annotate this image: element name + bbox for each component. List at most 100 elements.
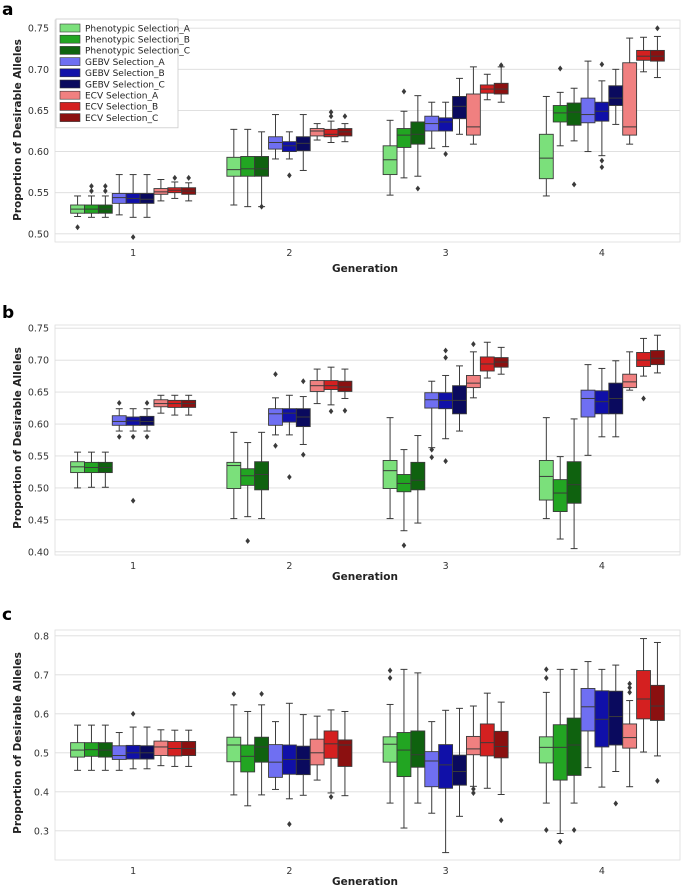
box-body <box>479 723 495 757</box>
box-body <box>622 723 638 749</box>
outlier-point <box>328 408 334 415</box>
y-tick-label: 0.65 <box>28 106 49 117</box>
box-gebv-selection_c-gen-3 <box>452 707 467 817</box>
outlier-point <box>557 838 563 845</box>
legend-label: GEBV Selection_A <box>85 58 166 68</box>
box-gebv-selection_a-gen-3 <box>424 101 440 149</box>
box-body <box>622 62 638 136</box>
box-body <box>566 102 582 126</box>
legend-label: Phenotypic Selection_A <box>85 24 191 34</box>
outlier-point <box>627 684 632 691</box>
y-tick-label: 0.8 <box>34 631 49 642</box>
outlier-point <box>328 113 334 120</box>
box-body <box>466 93 481 136</box>
x-tick-label: 3 <box>443 866 449 877</box>
y-axis-title-a: Proportion of Desirable Alleles <box>12 39 24 221</box>
box-ecv-selection_b-gen-1 <box>167 394 183 416</box>
box-body <box>452 96 467 120</box>
box-gebv-selection_a-gen-3 <box>424 721 440 814</box>
box-body <box>396 732 412 778</box>
box-gebv-selection_c-gen-4 <box>608 68 624 125</box>
box-ecv-selection_c-gen-2 <box>337 710 353 797</box>
box-body <box>226 461 242 490</box>
outlier-point <box>328 109 334 116</box>
box-body <box>111 415 127 426</box>
box-phenotypic-selection_b-gen-3 <box>396 88 412 179</box>
outlier-point <box>429 454 435 461</box>
outlier-point <box>443 458 448 465</box>
box-body <box>396 128 412 148</box>
box-phenotypic-selection_b-gen-4 <box>552 456 568 540</box>
y-tick-label: 0.70 <box>28 65 49 76</box>
box-body <box>608 85 624 106</box>
box-body <box>254 461 269 491</box>
box-body <box>240 156 256 177</box>
outlier-point <box>387 667 393 674</box>
box-body <box>452 385 467 415</box>
outlier-point <box>172 174 178 181</box>
legend-label: ECV Selection_B <box>85 103 158 113</box>
box-ecv-selection_b-gen-1 <box>167 174 183 199</box>
x-tick-label: 4 <box>599 866 605 877</box>
box-body <box>309 128 325 137</box>
outlier-point <box>328 793 334 800</box>
box-ecv-selection_a-gen-3 <box>466 705 481 796</box>
outlier-point <box>273 442 278 449</box>
box-ecv-selection_b-gen-1 <box>167 729 183 767</box>
box-body <box>410 461 426 491</box>
outlier-point <box>599 157 605 164</box>
outlier-point <box>144 399 150 406</box>
box-ecv-selection_b-gen-3 <box>479 341 495 379</box>
box-phenotypic-selection_b-gen-3 <box>396 449 412 549</box>
box-phenotypic-selection_b-gen-4 <box>552 668 568 845</box>
legend-swatch <box>59 23 81 33</box>
box-gebv-selection_b-gen-1 <box>125 174 141 241</box>
box-gebv-selection_c-gen-1 <box>139 174 155 218</box>
box-body <box>636 49 651 61</box>
legend-swatch <box>59 57 81 66</box>
box-body <box>608 690 624 746</box>
outlier-point <box>655 25 660 32</box>
x-axis-title-a: Generation <box>332 263 398 275</box>
x-tick-label: 2 <box>286 248 292 259</box>
box-ecv-selection_c-gen-2 <box>337 368 353 414</box>
legend-label: Phenotypic Selection_B <box>85 36 190 46</box>
box-phenotypic-selection_a-gen-3 <box>382 119 398 196</box>
box-phenotypic-selection_c-gen-3 <box>410 95 426 192</box>
outlier-point <box>627 680 632 687</box>
x-tick-label: 2 <box>286 866 292 877</box>
outlier-point <box>130 710 136 717</box>
box-body <box>254 736 269 763</box>
legend-swatch <box>59 113 81 122</box>
box-body <box>254 156 269 177</box>
outlier-point <box>655 777 660 784</box>
box-gebv-selection_a-gen-4 <box>580 661 596 769</box>
box-body <box>410 730 426 768</box>
box-body <box>281 141 297 153</box>
box-body <box>226 156 242 177</box>
box-gebv-selection_a-gen-4 <box>580 364 596 456</box>
legend-swatch <box>59 34 81 44</box>
box-gebv-selection_b-gen-4 <box>594 61 610 171</box>
box-phenotypic-selection_c-gen-4 <box>566 418 582 550</box>
outlier-point <box>627 689 632 696</box>
box-body <box>295 745 311 776</box>
outlier-point <box>116 433 122 440</box>
outlier-point <box>116 399 122 406</box>
box-body <box>139 193 155 204</box>
outlier-point <box>599 61 605 68</box>
box-gebv-selection_b-gen-2 <box>281 394 297 481</box>
box-phenotypic-selection_a-gen-1 <box>70 451 85 489</box>
box-body <box>438 744 454 789</box>
box-phenotypic-selection_a-gen-4 <box>538 666 554 833</box>
box-body <box>424 751 440 788</box>
box-gebv-selection_c-gen-4 <box>608 360 624 438</box>
legend-label: ECV Selection_C <box>85 114 158 124</box>
y-tick-label: 0.7 <box>34 670 49 681</box>
outlier-point <box>75 224 80 231</box>
outlier-point <box>259 203 264 210</box>
outlier-point <box>471 786 476 793</box>
outlier-point <box>498 817 504 824</box>
box-ecv-selection_a-gen-4 <box>622 37 638 145</box>
